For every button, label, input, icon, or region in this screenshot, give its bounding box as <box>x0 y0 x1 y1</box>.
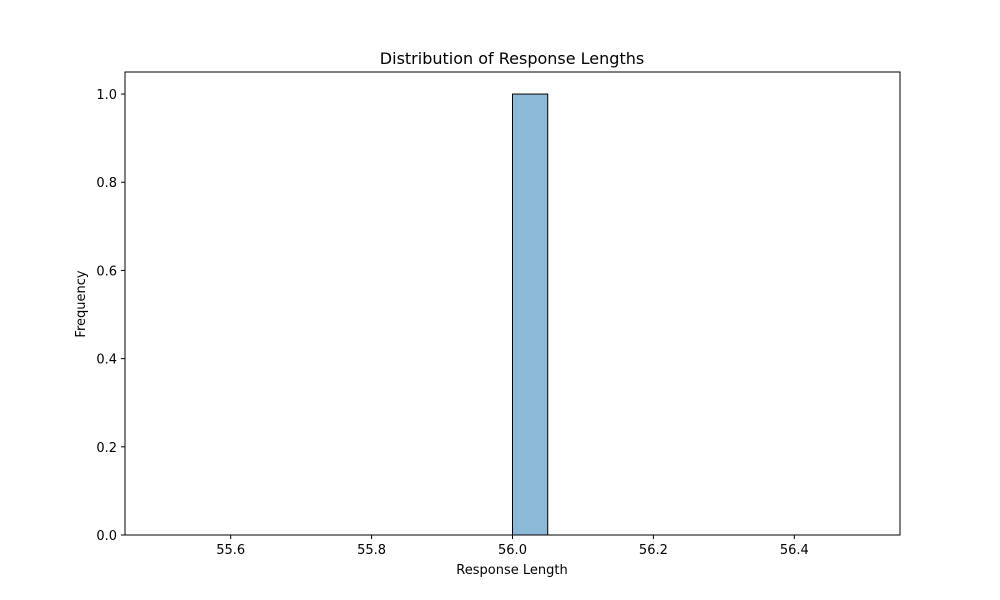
y-tick-label: 0.4 <box>96 353 117 368</box>
x-ticks-group: 55.6 55.8 56.0 56.2 56.4 <box>216 535 809 558</box>
y-tick-label: 0.8 <box>96 176 117 191</box>
x-tick-label: 55.8 <box>357 543 386 558</box>
x-tick-label: 56.4 <box>780 543 809 558</box>
plot-area-frame <box>124 71 901 536</box>
x-axis-label: Response Length <box>456 563 567 578</box>
y-tick-label: 0.6 <box>96 264 117 279</box>
bars-group <box>512 93 549 536</box>
x-tick-label: 55.6 <box>216 543 245 558</box>
y-tick-label: 1.0 <box>96 88 117 103</box>
x-tick-label: 56.0 <box>498 543 527 558</box>
chart-title: Distribution of Response Lengths <box>380 49 644 68</box>
x-tick-label: 56.2 <box>639 543 668 558</box>
y-ticks-group: 0.0 0.2 0.4 0.6 0.8 1.0 <box>96 88 125 544</box>
y-tick-label: 0.2 <box>96 441 117 456</box>
y-axis-label: Frequency <box>74 270 89 337</box>
histogram-bar-10 <box>512 93 549 536</box>
y-tick-label: 0.0 <box>96 529 117 544</box>
